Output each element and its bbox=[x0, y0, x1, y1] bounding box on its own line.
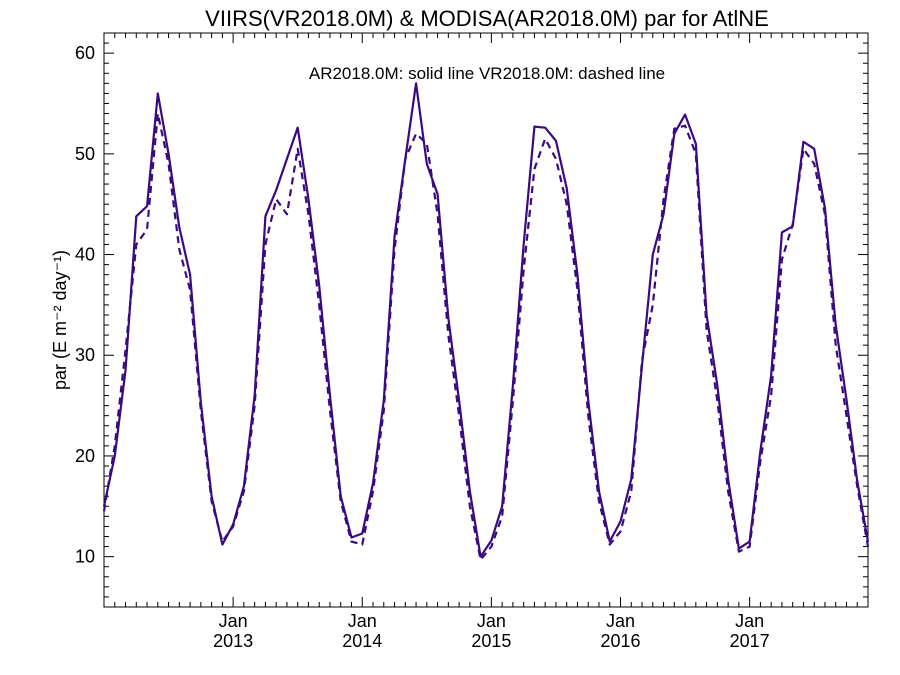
series-line-vr2018-0m bbox=[102, 112, 870, 561]
series-layer bbox=[102, 82, 870, 561]
x-tick-label-month: Jan bbox=[348, 611, 377, 631]
y-tick-label: 10 bbox=[75, 547, 95, 567]
line-style-legend: AR2018.0M: solid line VR2018.0M: dashed … bbox=[309, 64, 665, 83]
y-tick-label: 20 bbox=[75, 446, 95, 466]
x-tick-label-year: 2016 bbox=[600, 631, 640, 651]
series-line-ar2018-0m bbox=[102, 82, 870, 558]
y-axis-label: par (E m⁻² day⁻¹) bbox=[50, 250, 70, 390]
x-tick-label-month: Jan bbox=[606, 611, 635, 631]
plot-frame bbox=[103, 32, 869, 608]
x-tick-label-month: Jan bbox=[219, 611, 248, 631]
x-tick-label-year: 2017 bbox=[730, 631, 770, 651]
y-tick-label: 30 bbox=[75, 345, 95, 365]
x-tick-label-year: 2014 bbox=[342, 631, 382, 651]
chart-title: VIIRS(VR2018.0M) & MODISA(AR2018.0M) par… bbox=[205, 6, 769, 31]
plot-axes: 102030405060Jan2013Jan2014Jan2015Jan2016… bbox=[75, 32, 869, 651]
y-tick-label: 50 bbox=[75, 144, 95, 164]
x-tick-label-year: 2013 bbox=[213, 631, 253, 651]
y-tick-label: 40 bbox=[75, 245, 95, 265]
x-tick-label-year: 2015 bbox=[471, 631, 511, 651]
x-tick-label-month: Jan bbox=[477, 611, 506, 631]
y-tick-label: 60 bbox=[75, 43, 95, 63]
x-tick-label-month: Jan bbox=[735, 611, 764, 631]
